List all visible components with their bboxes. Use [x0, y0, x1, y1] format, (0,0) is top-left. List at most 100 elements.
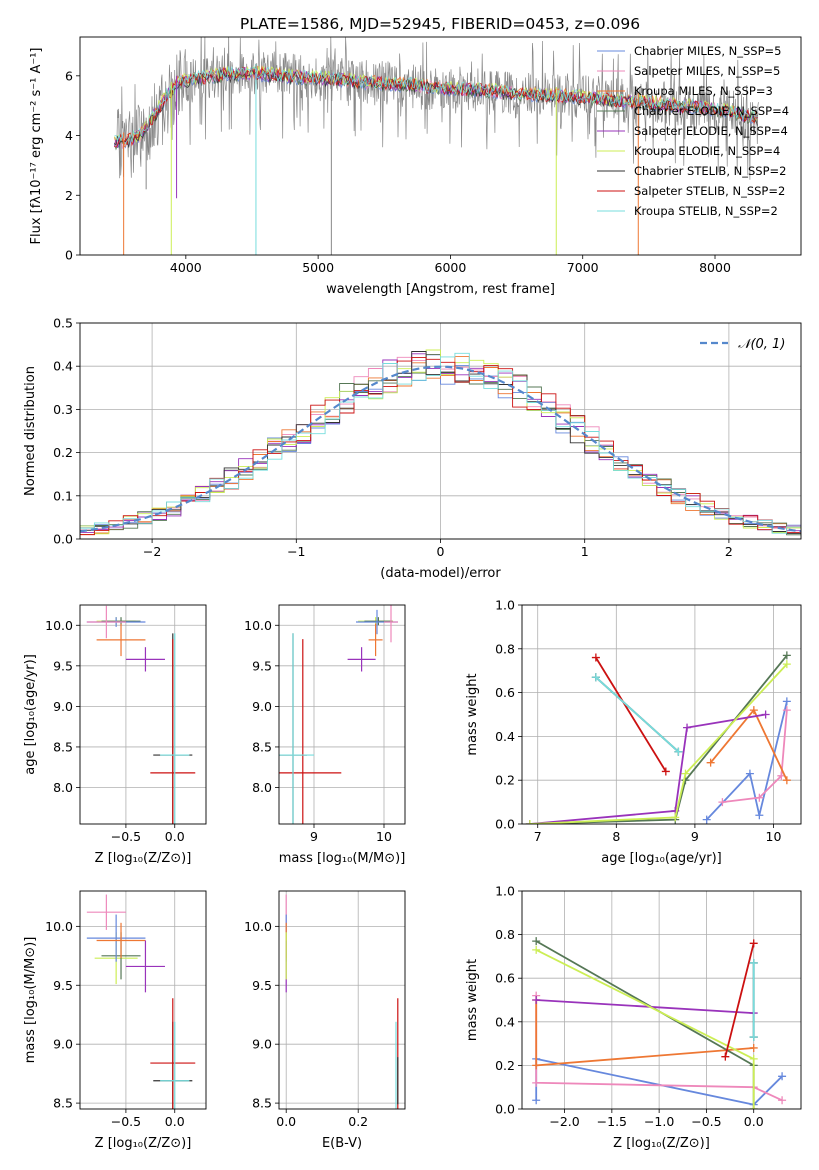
- weight-marker-chabrier_miles: [782, 697, 791, 706]
- y-tick-label: 8.5: [252, 1096, 272, 1111]
- legend-label-normal: 𝒩(0, 1): [738, 337, 785, 352]
- legend-label-kroupa_miles: Kroupa MILES, N_SSP=3: [634, 84, 773, 98]
- plot-area-residuals: [80, 349, 801, 536]
- weight-marker-kroupa_stelib: [749, 958, 758, 967]
- y-axis-label: mass weight: [465, 959, 480, 1041]
- y-tick-label: 9.5: [252, 978, 272, 993]
- legend-label-salpeter_stelib: Salpeter STELIB, N_SSP=2: [634, 184, 785, 198]
- y-tick-label: 8.0: [252, 780, 272, 795]
- legend-label-kroupa_stelib: Kroupa STELIB, N_SSP=2: [634, 204, 778, 218]
- weight-line-kroupa_elodie: [529, 663, 788, 824]
- x-tick-label: −1.0: [644, 1114, 674, 1129]
- chart-mass_vs_ebv: 0.0 0.2 8.5 9.0 9.5 10.0 E(B-V): [244, 890, 406, 1151]
- weight-marker-salpeter_miles: [782, 706, 791, 715]
- plot-area-spectrum: [114, 37, 759, 255]
- plot-area-age_vs_Z: [86, 605, 196, 824]
- legend-label-salpeter_miles: Salpeter MILES, N_SSP=5: [634, 64, 780, 78]
- x-axis-label: Z [log₁₀(Z/Z⊙)]: [613, 1136, 710, 1151]
- y-tick-label: 0.8: [495, 927, 515, 942]
- y-tick-label: 9.0: [53, 1037, 73, 1052]
- axes-frame: [79, 890, 207, 1110]
- weight-marker-salpeter_stelib: [749, 939, 758, 948]
- x-axis-label: (data-model)/error: [380, 566, 501, 581]
- weight-marker-kroupa_miles: [749, 1043, 758, 1052]
- x-axis-label: wavelength [Angstrom, rest frame]: [326, 282, 555, 297]
- x-axis-label: E(B-V): [322, 1136, 362, 1151]
- x-tick-label: 6000: [435, 260, 467, 275]
- x-axis-label: Z [log₁₀(Z/Z⊙)]: [95, 1136, 192, 1151]
- y-tick-label: 0.4: [495, 1014, 515, 1029]
- y-tick-label: 9.5: [53, 658, 73, 673]
- weight-marker-kroupa_stelib: [674, 747, 683, 756]
- y-tick-label: 0.1: [53, 488, 73, 503]
- x-tick-label: 2: [725, 544, 733, 559]
- x-tick-label: −1.5: [597, 1114, 627, 1129]
- x-tick-label: 4000: [170, 260, 202, 275]
- weight-marker-kroupa_stelib: [591, 673, 600, 682]
- y-tick-label: 9.0: [252, 699, 272, 714]
- weight-marker-kroupa_miles: [749, 706, 758, 715]
- x-tick-label: 0.2: [348, 1114, 368, 1129]
- y-tick-label: 0.2: [53, 445, 73, 460]
- axes-frame: [79, 604, 207, 825]
- y-tick-label: 8.0: [53, 780, 73, 795]
- weight-marker-kroupa_elodie: [525, 820, 534, 824]
- weight-marker-kroupa_elodie: [532, 945, 541, 954]
- x-tick-label: −2: [143, 544, 161, 559]
- weight-line-kroupa_miles: [535, 1000, 754, 1067]
- weight-marker-kroupa_stelib: [749, 1033, 758, 1042]
- y-tick-label: 0.0: [495, 1102, 515, 1117]
- y-tick-label: 10.0: [244, 618, 272, 633]
- weight-line-salpeter_elodie: [536, 999, 754, 1014]
- plot-area-age_vs_mass: [279, 605, 398, 824]
- weight-marker-kroupa_elodie: [749, 1105, 758, 1109]
- x-axis-label: mass [log₁₀(M/M⊙)]: [279, 851, 406, 866]
- y-tick-label: 8.5: [53, 1096, 73, 1111]
- x-tick-label: 0.0: [165, 829, 185, 844]
- y-tick-label: 0.8: [495, 641, 515, 656]
- chart-weight_vs_age: 7 8 9 10 0.0 0.2 0.4 0.6 0.8 1.0 age [log₁₀(age/yr…: [465, 598, 802, 866]
- y-axis-label: mass [log₁₀(M/M⊙)]: [23, 937, 38, 1064]
- x-tick-label: 5000: [302, 260, 334, 275]
- x-tick-label: 9: [691, 829, 699, 844]
- weight-marker-salpeter_elodie: [532, 996, 541, 1004]
- axes-frame: [278, 604, 406, 825]
- y-tick-label: 0.4: [53, 359, 73, 374]
- y-tick-label: 0.6: [495, 685, 515, 700]
- y-axis-label: age [log₁₀(age/yr)]: [23, 654, 38, 775]
- y-tick-label: 9.5: [53, 978, 73, 993]
- y-tick-label: 0.5: [53, 316, 73, 331]
- y-tick-label: 6: [65, 68, 73, 83]
- plot-area-weight_vs_Z: [532, 937, 787, 1109]
- y-tick-label: 1.0: [495, 884, 515, 899]
- weight-line-salpeter_elodie: [529, 713, 766, 824]
- y-tick-label: 0.6: [495, 971, 515, 986]
- axes-frame: [521, 890, 802, 1110]
- weight-marker-chabrier_miles: [745, 769, 754, 778]
- weight-marker-kroupa_miles: [706, 758, 715, 767]
- x-tick-label: 10: [766, 829, 782, 844]
- weight-marker-salpeter_stelib: [591, 653, 600, 662]
- weight-marker-kroupa_miles: [782, 776, 791, 785]
- weight-marker-salpeter_miles: [532, 1078, 541, 1087]
- legend-label-chabrier_elodie: Chabrier ELODIE, N_SSP=4: [634, 104, 789, 118]
- legend-label-kroupa_elodie: Kroupa ELODIE, N_SSP=4: [634, 144, 780, 158]
- model-line-salpeter_stelib: [114, 66, 758, 148]
- y-tick-label: 0.3: [53, 402, 73, 417]
- chart-age_vs_Z: −0.5 0.0 8.0 8.5 9.0 9.5 10.0 Z [log₁₀(Z/Z⊙)] ag…: [23, 604, 207, 866]
- x-tick-label: 8000: [699, 260, 731, 275]
- y-tick-label: 0.2: [495, 1058, 515, 1073]
- weight-marker-chabrier_miles: [755, 811, 764, 820]
- legend-label-salpeter_elodie: Salpeter ELODIE, N_SSP=4: [634, 124, 788, 138]
- legend-label-chabrier_stelib: Chabrier STELIB, N_SSP=2: [634, 164, 786, 178]
- x-tick-label: 7000: [567, 260, 599, 275]
- y-tick-label: 4: [65, 128, 73, 143]
- figure-title: PLATE=1586, MJD=52945, FIBERID=0453, z=0…: [240, 15, 640, 33]
- weight-marker-salpeter_elodie: [761, 710, 770, 719]
- x-tick-label: 9: [310, 829, 318, 844]
- chart-spectrum: 4000 5000 6000 7000 8000 0 2 4 6 wavelength [Angs…: [29, 36, 802, 297]
- weight-marker-kroupa_elodie: [681, 769, 690, 778]
- x-axis-label: age [log₁₀(age/yr)]: [601, 851, 722, 866]
- legend-label-chabrier_miles: Chabrier MILES, N_SSP=5: [634, 44, 781, 58]
- plot-area-mass_vs_ebv: [285, 894, 399, 1109]
